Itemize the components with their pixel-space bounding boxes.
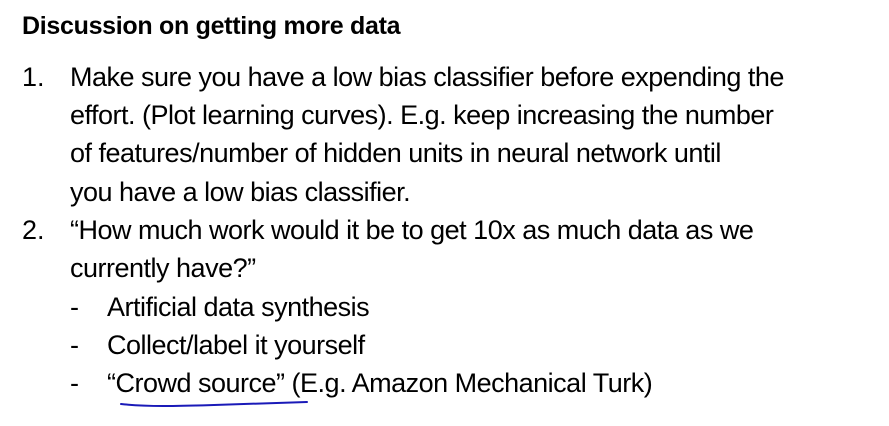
item-2-line-1: “How much work would it be to get 10x as… — [70, 215, 754, 245]
bullet-1-text: Artificial data synthesis — [107, 292, 370, 322]
item-1-number: 1. — [22, 62, 45, 92]
item-1-line-4: you have a low bias classifier. — [70, 177, 411, 207]
handwritten-underline-annotation — [120, 401, 308, 407]
slide-title: Discussion on getting more data — [22, 12, 401, 40]
item-2-line-2: currently have?” — [70, 253, 256, 283]
item-1-line-1: Make sure you have a low bias classifier… — [70, 62, 784, 92]
bullet-2-dash: - — [70, 330, 79, 360]
bullet-2-text: Collect/label it yourself — [107, 330, 365, 360]
item-2-number: 2. — [22, 215, 45, 245]
crowd-source-rest: (E.g. Amazon Mechanical Turk) — [284, 368, 653, 398]
item-1-line-2: effort. (Plot learning curves). E.g. kee… — [70, 100, 774, 130]
item-1-line-3: of features/number of hidden units in ne… — [70, 138, 721, 168]
bullet-3-text: “Crowd source” (E.g. Amazon Mechanical T… — [107, 368, 653, 407]
crowd-source-label: “Crowd source” — [107, 368, 285, 398]
bullet-3-dash: - — [70, 368, 79, 398]
bullet-1-dash: - — [70, 292, 79, 322]
crowd-source-underlined-text: “Crowd source” — [107, 368, 308, 407]
